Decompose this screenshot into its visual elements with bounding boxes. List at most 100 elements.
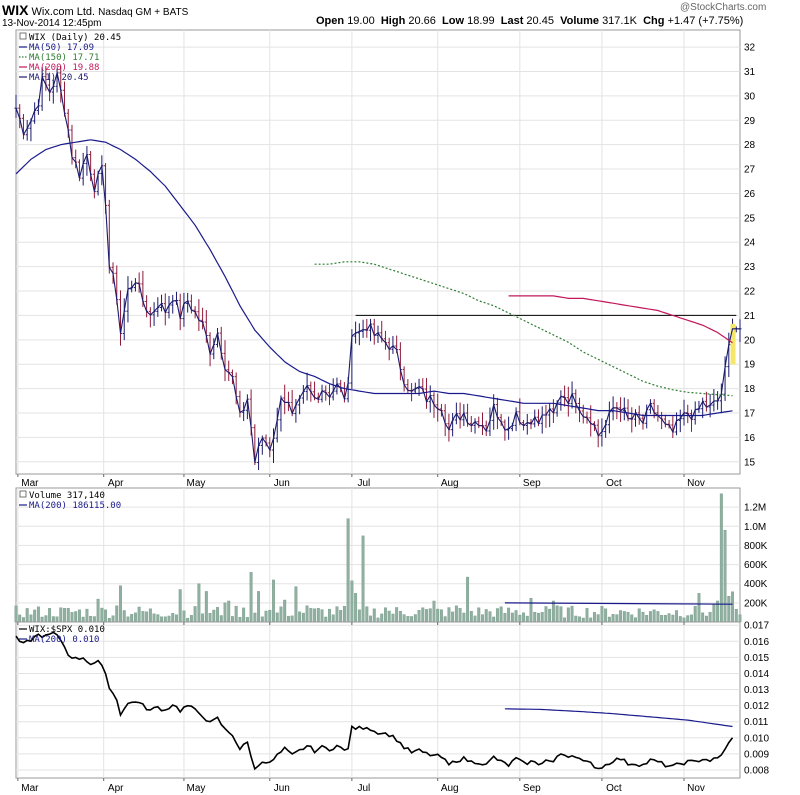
low-label: Low (442, 15, 465, 27)
y-tick-label: 31 (744, 67, 756, 78)
volume-bar (25, 608, 29, 623)
volume-bar (294, 586, 298, 623)
volume-bar (675, 610, 679, 623)
volume-bar (331, 614, 335, 623)
y-tick-label: 0.013 (744, 685, 769, 696)
legend-text: MA(150) 17.71 (29, 53, 99, 63)
volume-bar (387, 610, 391, 623)
ratio-panel: 0.008 0.009 0.010 0.011 0.012 0.013 0.014 0.015… (15, 621, 769, 779)
volume-bar (193, 606, 197, 623)
volume-bar (544, 606, 548, 623)
volume-bar (529, 597, 533, 623)
volume-bar (231, 616, 234, 623)
y-tick-label: 25 (744, 213, 756, 224)
volume-bar (690, 614, 693, 623)
volume-bar (182, 610, 186, 623)
volume-bar (652, 609, 656, 623)
y-tick-label: 0.010 (744, 733, 769, 744)
volume-bar (578, 616, 581, 623)
legend-text: MA(1) 20.45 (29, 73, 89, 83)
y-tick-label: 800K (744, 541, 768, 552)
volume-bar (96, 598, 100, 623)
volume-bar (648, 611, 652, 623)
volume-bar (477, 607, 481, 623)
volume-bar (458, 608, 462, 623)
volume-bar (89, 616, 93, 623)
volume-bar (145, 611, 149, 623)
volume-bar (481, 614, 484, 623)
volume-bar (324, 616, 328, 623)
volume-bar (454, 605, 458, 623)
volume-bar (510, 612, 514, 623)
volume-bar (204, 591, 208, 623)
volume-bar (417, 610, 421, 623)
volume-bar (406, 616, 410, 623)
volume-bar (212, 609, 216, 623)
volume-bar (637, 608, 641, 623)
volume-bar (607, 616, 611, 623)
volume-bar (36, 606, 40, 623)
volume-bar (137, 606, 141, 623)
ma50-line (15, 139, 733, 417)
volume-bar (686, 615, 690, 623)
volume-bar (693, 606, 697, 623)
x-tick-label: Oct (606, 478, 622, 489)
volume-bar (499, 606, 503, 623)
y-tick-label: 1.0M (744, 522, 766, 533)
volume-bar (186, 617, 190, 623)
y-tick-label: 0.008 (744, 765, 769, 776)
volume-bar (279, 606, 283, 623)
volume-bar (432, 600, 436, 623)
volume-bar (581, 617, 585, 623)
volume-bar (563, 617, 567, 623)
volume-bar (48, 608, 52, 623)
volume-bar (634, 617, 637, 623)
x-tick-label-bottom: May (186, 783, 205, 794)
volume-bar (249, 572, 253, 623)
volume-bar (350, 580, 354, 623)
volume-panel: 200K 400K 600K 800K 1.0M 1.2M Volume 317,140MA… (14, 487, 768, 623)
volume-bar (622, 611, 626, 623)
volume-bar (372, 608, 376, 623)
volume-bar (585, 608, 589, 623)
volume-bar (238, 616, 242, 623)
y-tick-label: 0.009 (744, 749, 769, 760)
volume-bar (678, 616, 682, 623)
legend-text: MA(200) 0.010 (29, 635, 99, 645)
x-tick-label-bottom: Oct (606, 783, 622, 794)
watermark: @StockCharts.com (680, 2, 767, 13)
volume-bar (40, 616, 44, 623)
volume-bar (77, 609, 81, 623)
y-tick-label: 28 (744, 140, 756, 151)
volume-bar (234, 605, 238, 623)
volume-bar (133, 612, 137, 623)
x-tick-label-bottom: Sep (523, 783, 541, 794)
volume-bar (697, 593, 701, 623)
y-tick-label: 24 (744, 238, 756, 249)
volume-bar (466, 576, 470, 623)
x-tick-label: May (186, 478, 205, 489)
volume-bar (357, 609, 361, 623)
volume-bar (22, 617, 25, 623)
volume-bar (604, 608, 608, 623)
volume-bar (156, 614, 160, 623)
volume-bar (55, 616, 59, 623)
volume-bar (219, 615, 223, 623)
volume-bar (439, 609, 443, 623)
volume-bar (320, 609, 324, 623)
y-tick-label: 1.2M (744, 503, 766, 514)
x-tick-label: Apr (108, 478, 124, 489)
volume-bar (66, 608, 70, 623)
volume-bar (369, 615, 372, 623)
volume-bar (342, 605, 346, 623)
price-close-line (15, 72, 740, 463)
volume-bar (443, 616, 447, 623)
last-label: Last (500, 15, 524, 27)
y-tick-label: 22 (744, 287, 756, 298)
volume-bar (641, 611, 645, 623)
volume-bar (44, 615, 48, 623)
volume-bar (712, 604, 716, 623)
open-value: 19.00 (347, 15, 375, 27)
last-value: 20.45 (526, 15, 554, 27)
volume-bar (253, 612, 257, 623)
